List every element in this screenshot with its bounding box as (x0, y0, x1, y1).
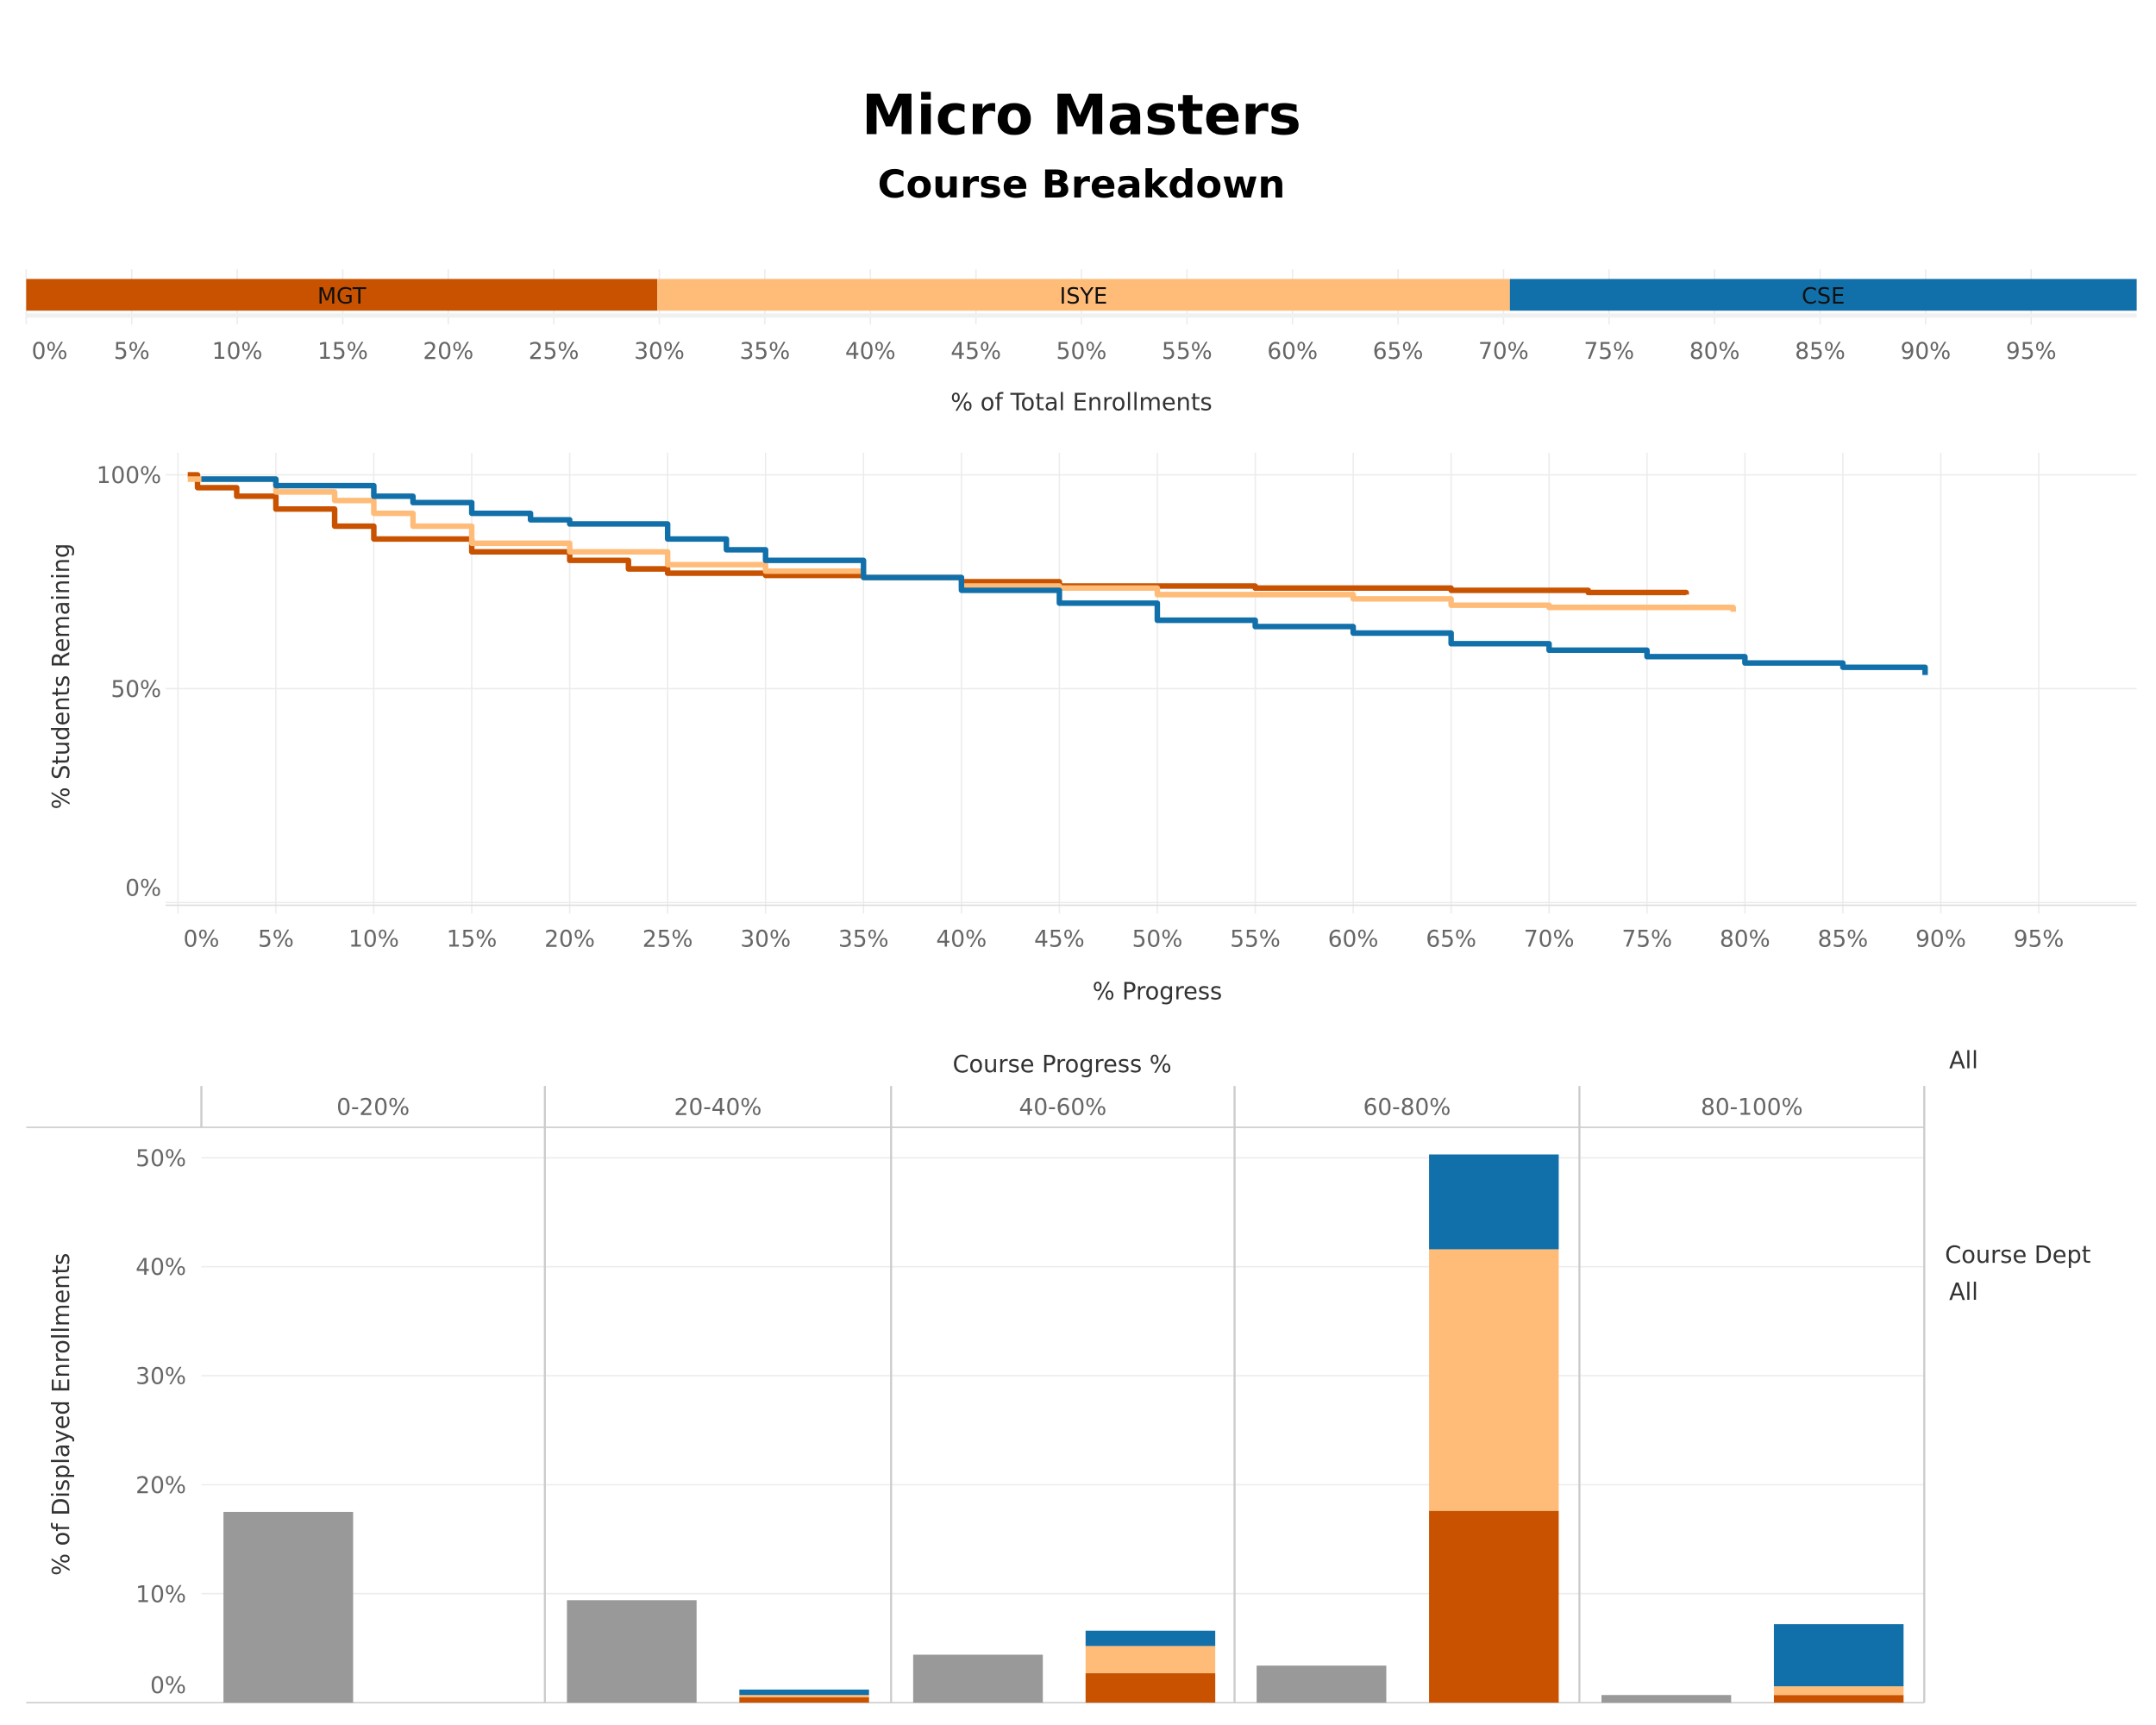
line-series-cse[interactable] (201, 476, 1928, 675)
x-tick-label: 80% (1689, 339, 1740, 365)
retention-x-axis-title: % Progress (1093, 978, 1223, 1005)
x-tick-label: 45% (1034, 927, 1085, 953)
x-tick-label: 50% (1132, 927, 1183, 953)
x-tick-label: 25% (642, 927, 693, 953)
y-tick-label: 50% (135, 1146, 186, 1172)
x-tick-label: 5% (258, 927, 294, 953)
segment-label-isye: ISYE (1060, 284, 1108, 310)
page-subtitle: Course Breakdown (878, 161, 1286, 207)
bar-other-80-100%[interactable] (1601, 1695, 1732, 1703)
bar-segment-cse-80-100%[interactable] (1773, 1624, 1904, 1687)
x-tick-label: 65% (1373, 339, 1424, 365)
bar-segment-isye[interactable] (657, 279, 1510, 311)
x-tick-label: 10% (348, 927, 399, 953)
progress-bar-chart: 50% 40% 30% 20% 10% 0% 0-20% 20-40% 40-60% 60-80%… (26, 1085, 1926, 1703)
y-tick-label: 40% (135, 1255, 186, 1281)
bar-segment-cse-20-40%[interactable] (739, 1689, 869, 1696)
bar-y-axis-title: % of Displayed Enrollments (48, 1253, 75, 1576)
y-tick-label: 30% (135, 1364, 186, 1390)
x-tick-label: 20% (544, 927, 595, 953)
x-tick-label: 95% (2014, 927, 2065, 953)
bar-segment-cse-60-80%[interactable] (1429, 1154, 1559, 1250)
x-tick-label: 70% (1524, 927, 1575, 953)
x-tick-label: 55% (1162, 339, 1213, 365)
column-header-40-60%: 40-60% (1019, 1095, 1107, 1121)
enrollment-x-axis-title: % of Total Enrollments (950, 389, 1212, 416)
bar-other-0-20%[interactable] (223, 1511, 354, 1703)
x-tick-label: 50% (1056, 339, 1107, 365)
bar-segment-isye-40-60%[interactable] (1085, 1646, 1216, 1673)
x-tick-label: 30% (740, 927, 791, 953)
line-series-mgt[interactable] (187, 472, 1689, 596)
bar-segment-mgt[interactable] (26, 279, 658, 311)
x-tick-label: 95% (2006, 339, 2057, 365)
x-tick-label: 0% (184, 927, 220, 953)
x-tick-label: 70% (1478, 339, 1529, 365)
y-tick-label: 100% (97, 463, 161, 489)
y-tick-label: 10% (135, 1582, 186, 1608)
page-title: Micro Masters (862, 84, 1301, 147)
x-tick-label: 75% (1583, 339, 1634, 365)
x-tick-label: 10% (212, 339, 263, 365)
y-tick-label: 0% (150, 1673, 186, 1699)
bar-segment-mgt-20-40%[interactable] (739, 1697, 869, 1703)
x-tick-label: 15% (447, 927, 498, 953)
x-tick-label: 60% (1267, 339, 1318, 365)
bar-segment-mgt-80-100%[interactable] (1773, 1695, 1904, 1703)
column-header-title: Course Progress % (953, 1051, 1172, 1078)
x-tick-label: 40% (937, 927, 987, 953)
bar-segment-mgt-40-60%[interactable] (1085, 1672, 1216, 1703)
x-tick-label: 40% (845, 339, 896, 365)
filter-value-top[interactable]: All (1949, 1047, 1978, 1074)
bar-segment-isye-80-100%[interactable] (1773, 1686, 1904, 1696)
bar-segment-cse[interactable] (1509, 279, 2137, 311)
x-tick-label: 35% (740, 339, 791, 365)
bar-segment-isye-20-40%[interactable] (739, 1695, 869, 1697)
x-tick-label: 0% (32, 339, 68, 365)
retention-y-axis-title: % Students Remaining (48, 543, 75, 810)
x-tick-label: 65% (1426, 927, 1476, 953)
x-tick-label: 15% (317, 339, 368, 365)
x-tick-label: 35% (838, 927, 889, 953)
line-series-isye[interactable] (187, 476, 1736, 612)
segment-label-cse: CSE (1802, 284, 1845, 310)
bar-segment-cse-40-60%[interactable] (1085, 1630, 1216, 1647)
x-tick-label: 45% (950, 339, 1001, 365)
x-tick-label: 85% (1795, 339, 1846, 365)
x-tick-label: 30% (634, 339, 685, 365)
column-header-20-40%: 20-40% (674, 1095, 762, 1121)
segment-label-mgt: MGT (317, 284, 367, 310)
x-tick-label: 90% (1915, 927, 1966, 953)
column-header-80-100%: 80-100% (1701, 1095, 1802, 1121)
x-tick-label: 60% (1328, 927, 1379, 953)
bar-other-20-40%[interactable] (567, 1600, 697, 1703)
enrollment-share-chart: 0% 5% 10% 15% 20% 25% 30% 35% 40% 45% 50% 55% 60% 65%… (25, 269, 2137, 365)
x-tick-label: 25% (529, 339, 580, 365)
y-tick-label: 50% (111, 677, 162, 703)
y-tick-label: 0% (125, 875, 161, 901)
axis-baseline (26, 313, 2137, 318)
x-tick-label: 5% (114, 339, 150, 365)
x-tick-label: 75% (1621, 927, 1672, 953)
course-dept-filter-label: Course Dept (1945, 1242, 2090, 1269)
x-tick-label: 55% (1230, 927, 1281, 953)
column-header-0-20%: 0-20% (336, 1095, 410, 1121)
bar-segment-isye-60-80%[interactable] (1429, 1249, 1559, 1511)
x-tick-label: 80% (1720, 927, 1771, 953)
x-tick-label: 20% (423, 339, 474, 365)
retention-line-chart: 0% 5% 10% 15% 20% 25% 30% 35% 40% 45% 50% 55% 60% 65%… (97, 452, 2137, 953)
x-tick-label: 85% (1818, 927, 1869, 953)
bar-other-60-80%[interactable] (1257, 1665, 1387, 1703)
bar-other-40-60%[interactable] (912, 1654, 1044, 1703)
y-tick-label: 20% (135, 1473, 186, 1499)
bar-segment-mgt-60-80%[interactable] (1429, 1510, 1559, 1703)
course-dept-filter-value[interactable]: All (1949, 1279, 1978, 1306)
x-tick-label: 90% (1901, 339, 1952, 365)
column-header-60-80%: 60-80% (1363, 1095, 1451, 1121)
